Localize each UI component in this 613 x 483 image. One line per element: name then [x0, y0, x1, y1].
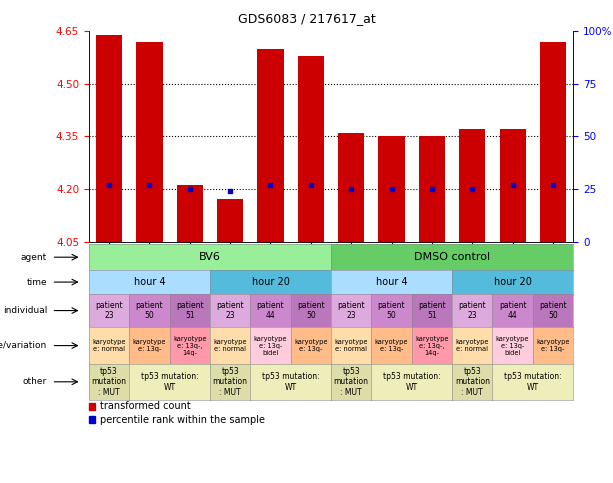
- Bar: [298, 56, 324, 242]
- Text: tp53
mutation
: MUT: tp53 mutation : MUT: [333, 367, 368, 397]
- Bar: [257, 49, 284, 242]
- Text: hour 20: hour 20: [493, 277, 531, 287]
- Text: karyotype
e: 13q-: karyotype e: 13q-: [536, 339, 569, 352]
- Text: patient
50: patient 50: [539, 301, 567, 320]
- Text: tp53
mutation
: MUT: tp53 mutation : MUT: [91, 367, 126, 397]
- Text: patient
50: patient 50: [135, 301, 163, 320]
- Bar: [378, 137, 405, 242]
- Text: patient
51: patient 51: [418, 301, 446, 320]
- Text: tp53 mutation:
WT: tp53 mutation: WT: [141, 372, 199, 392]
- Bar: [89, 416, 95, 423]
- Text: percentile rank within the sample: percentile rank within the sample: [100, 414, 265, 425]
- Bar: [177, 185, 203, 242]
- Text: tp53
mutation
: MUT: tp53 mutation : MUT: [213, 367, 248, 397]
- Text: karyotype
e: 13q-
bidel: karyotype e: 13q- bidel: [496, 336, 530, 355]
- Text: transformed count: transformed count: [100, 401, 191, 412]
- Bar: [96, 35, 122, 242]
- Text: karyotype
e: 13q-,
14q-: karyotype e: 13q-, 14q-: [415, 336, 449, 355]
- Text: patient
23: patient 23: [337, 301, 365, 320]
- Text: GDS6083 / 217617_at: GDS6083 / 217617_at: [238, 12, 375, 25]
- Text: hour 4: hour 4: [134, 277, 166, 287]
- Text: patient
23: patient 23: [459, 301, 486, 320]
- Text: patient
44: patient 44: [499, 301, 527, 320]
- Text: patient
23: patient 23: [95, 301, 123, 320]
- Text: patient
50: patient 50: [378, 301, 405, 320]
- Text: other: other: [23, 377, 47, 386]
- Text: karyotype
e: 13q-: karyotype e: 13q-: [132, 339, 166, 352]
- Text: karyotype
e: 13q-
bidel: karyotype e: 13q- bidel: [254, 336, 287, 355]
- Bar: [459, 129, 485, 242]
- Bar: [540, 42, 566, 242]
- Text: tp53 mutation:
WT: tp53 mutation: WT: [262, 372, 319, 392]
- Text: tp53 mutation:
WT: tp53 mutation: WT: [383, 372, 441, 392]
- Bar: [217, 199, 243, 242]
- Text: karyotype
e: 13q-: karyotype e: 13q-: [294, 339, 327, 352]
- Text: agent: agent: [21, 253, 47, 262]
- Bar: [89, 403, 95, 410]
- Text: tp53
mutation
: MUT: tp53 mutation : MUT: [455, 367, 490, 397]
- Text: patient
50: patient 50: [297, 301, 325, 320]
- Text: karyotype
e: normal: karyotype e: normal: [335, 339, 368, 352]
- Text: genotype/variation: genotype/variation: [0, 341, 47, 350]
- Text: hour 4: hour 4: [376, 277, 408, 287]
- Text: hour 20: hour 20: [251, 277, 289, 287]
- Text: time: time: [26, 278, 47, 286]
- Bar: [419, 137, 445, 242]
- Text: DMSO control: DMSO control: [414, 252, 490, 262]
- Text: karyotype
e: normal: karyotype e: normal: [455, 339, 489, 352]
- Bar: [338, 133, 364, 242]
- Text: karyotype
e: normal: karyotype e: normal: [213, 339, 247, 352]
- Text: patient
44: patient 44: [257, 301, 284, 320]
- Text: patient
51: patient 51: [176, 301, 204, 320]
- Text: tp53 mutation:
WT: tp53 mutation: WT: [504, 372, 562, 392]
- Text: patient
23: patient 23: [216, 301, 244, 320]
- Text: karyotype
e: normal: karyotype e: normal: [93, 339, 126, 352]
- Text: karyotype
e: 13q-: karyotype e: 13q-: [375, 339, 408, 352]
- Bar: [136, 42, 162, 242]
- Bar: [500, 129, 526, 242]
- Text: karyotype
e: 13q-,
14q-: karyotype e: 13q-, 14q-: [173, 336, 207, 355]
- Text: BV6: BV6: [199, 252, 221, 262]
- Text: individual: individual: [3, 306, 47, 315]
